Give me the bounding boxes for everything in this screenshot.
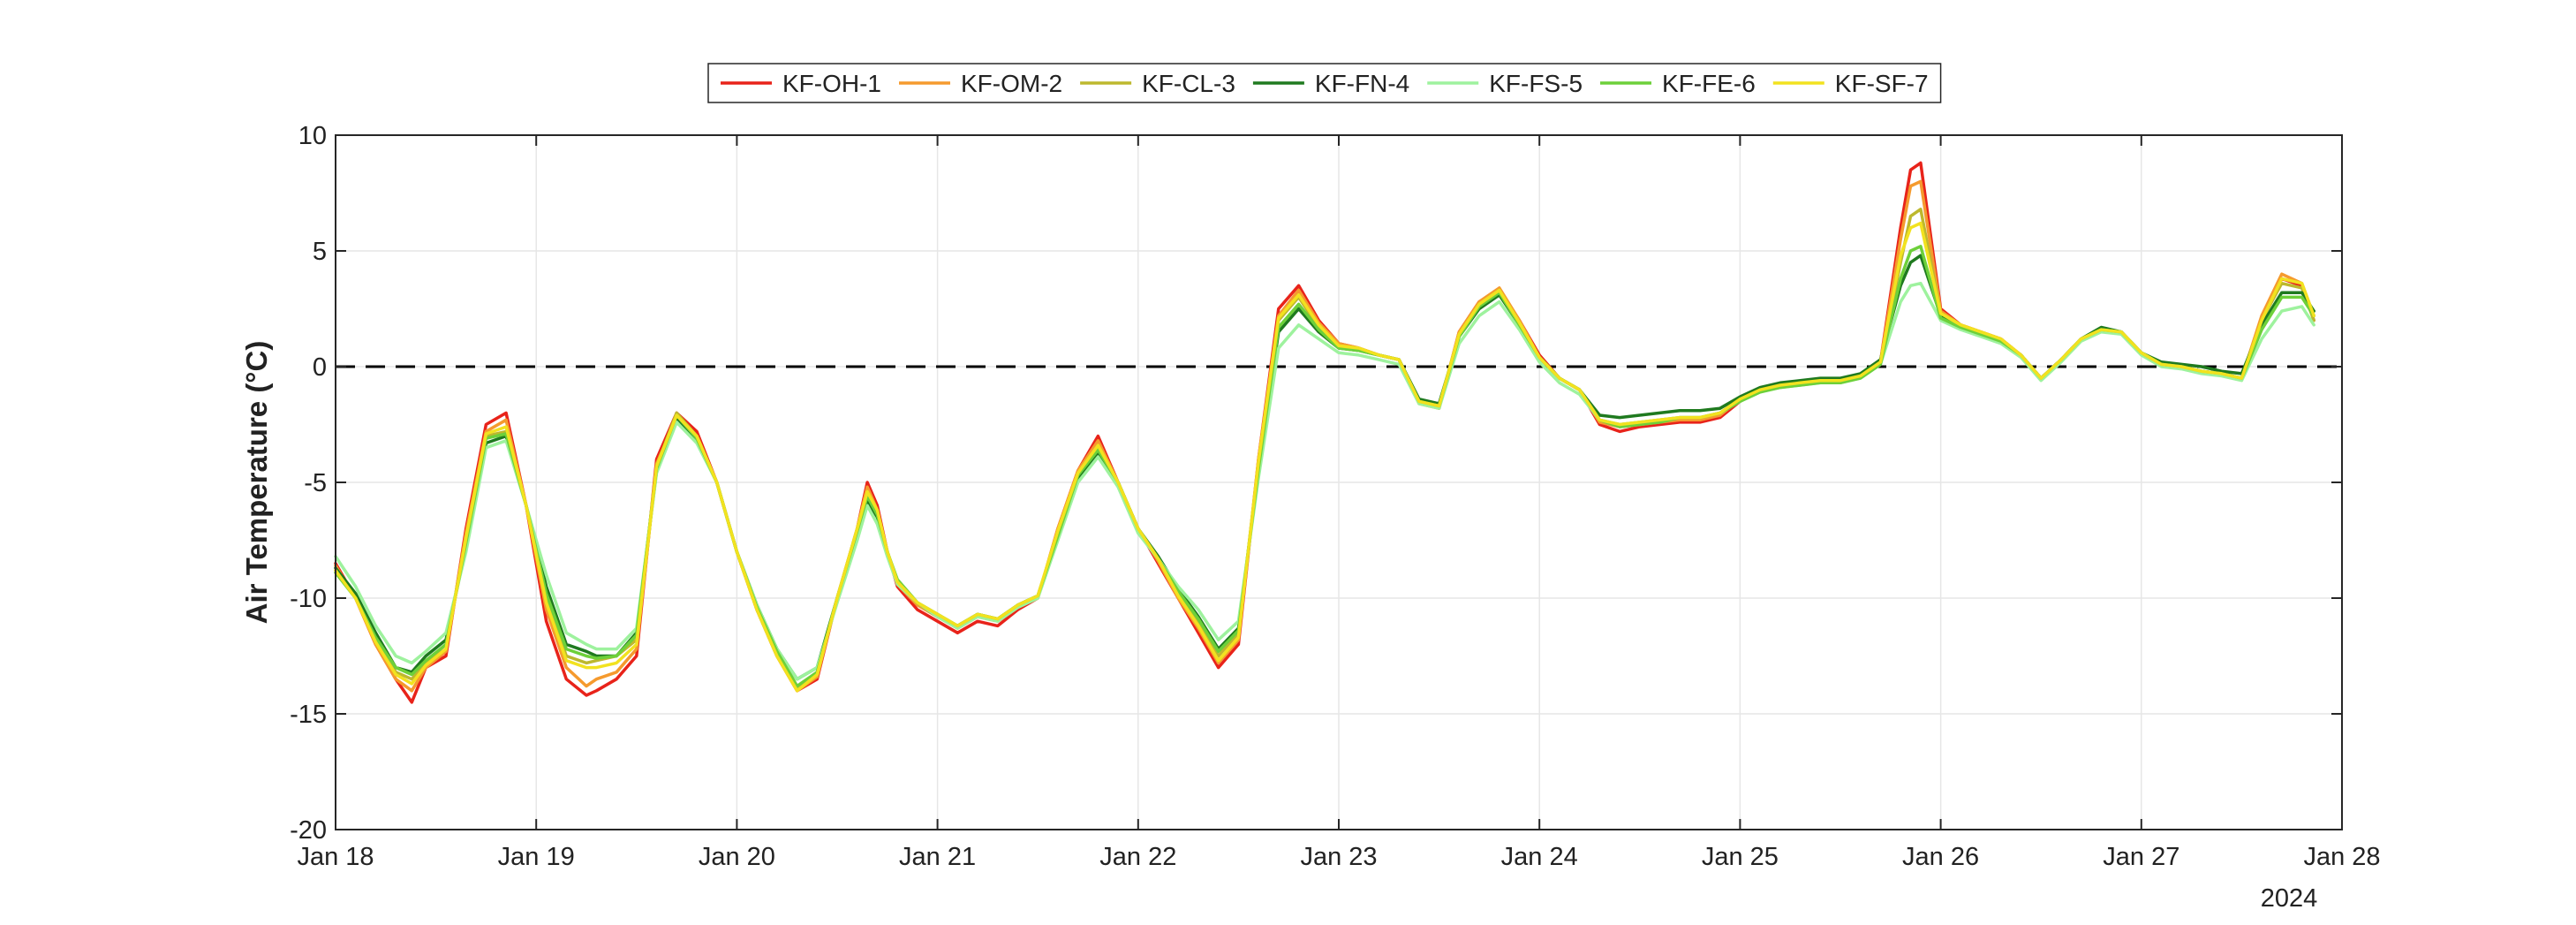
x-tick-label: Jan 22 bbox=[1099, 843, 1176, 871]
legend-label: KF-CL-3 bbox=[1142, 70, 1235, 97]
series-line-kf-fs-5 bbox=[334, 281, 2315, 681]
y-tick-label: 10 bbox=[298, 122, 327, 150]
grid bbox=[335, 134, 2343, 830]
legend-label: KF-FN-4 bbox=[1315, 70, 1409, 97]
x-tick-label: Jan 24 bbox=[1501, 843, 1578, 871]
legend-label: KF-SF-7 bbox=[1835, 70, 1929, 97]
legend: KF-OH-1 KF-OM-2 KF-CL-3 KF-FN-4 KF-FS-5 KF-FE… bbox=[707, 63, 1942, 103]
x-tick-label: Jan 18 bbox=[297, 843, 374, 871]
x-tick-label: Jan 20 bbox=[699, 843, 775, 871]
y-tick-label: -10 bbox=[290, 585, 327, 613]
legend-items: KF-OH-1 KF-OM-2 KF-CL-3 KF-FN-4 KF-FS-5 KF-FE… bbox=[721, 70, 1929, 97]
series-line-kf-fe-6 bbox=[334, 245, 2315, 688]
legend-label: KF-OM-2 bbox=[961, 70, 1062, 97]
series-line-kf-cl-3 bbox=[334, 208, 2315, 690]
x-axis-ticks: Jan 18 Jan 19 Jan 20 Jan 21 Jan 22 Jan 23 Jan … bbox=[297, 135, 2381, 871]
series-line-kf-sf-7 bbox=[334, 221, 2315, 693]
legend-label: KF-FS-5 bbox=[1489, 70, 1583, 97]
x-axis-year-label: 2024 bbox=[2261, 884, 2318, 913]
legend-label: KF-FE-6 bbox=[1662, 70, 1756, 97]
y-tick-label: 0 bbox=[313, 353, 327, 382]
x-tick-label: Jan 21 bbox=[899, 843, 976, 871]
series-line-kf-oh-1 bbox=[334, 161, 2315, 704]
x-tick-label: Jan 23 bbox=[1300, 843, 1377, 871]
x-tick-label: Jan 19 bbox=[498, 843, 575, 871]
x-tick-label: Jan 27 bbox=[2103, 843, 2179, 871]
y-axis-ticks: -20 -15 -10 -5 0 5 10 bbox=[290, 122, 2342, 845]
y-tick-label: -20 bbox=[290, 816, 327, 845]
series-lines bbox=[334, 161, 2315, 704]
x-tick-label: Jan 26 bbox=[1902, 843, 1979, 871]
y-axis-label: Air Temperature (°C) bbox=[240, 341, 273, 625]
y-tick-label: -15 bbox=[290, 701, 327, 729]
y-tick-label: -5 bbox=[304, 469, 327, 497]
legend-label: KF-OH-1 bbox=[782, 70, 881, 97]
series-line-kf-om-2 bbox=[334, 179, 2315, 693]
series-line-kf-fn-4 bbox=[334, 254, 2315, 681]
y-tick-label: 5 bbox=[313, 238, 327, 266]
x-tick-label: Jan 28 bbox=[2303, 843, 2380, 871]
x-tick-label: Jan 25 bbox=[1702, 843, 1779, 871]
